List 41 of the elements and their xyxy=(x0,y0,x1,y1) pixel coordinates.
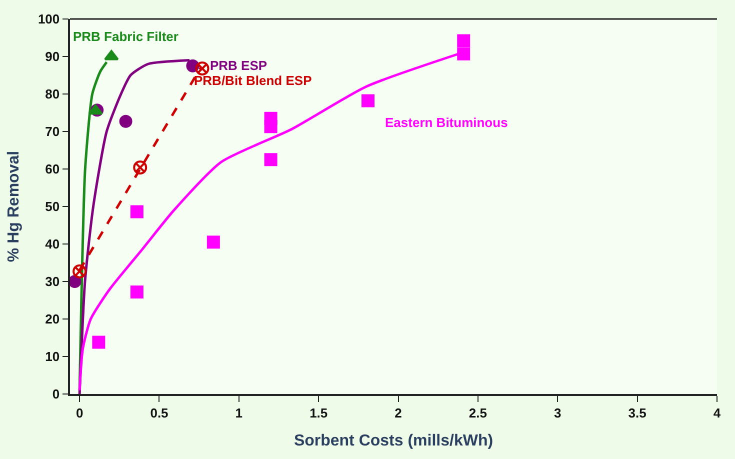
y-tick-label: 10 xyxy=(45,349,60,364)
y-axis-title: % Hg Removal xyxy=(5,150,22,262)
series-label: PRB/Bit Blend ESP xyxy=(194,73,312,88)
x-axis-title: Sorbent Costs (mills/kWh) xyxy=(294,432,494,450)
point xyxy=(264,153,278,166)
point xyxy=(362,94,374,108)
point xyxy=(104,50,119,60)
y-tick-label: 70 xyxy=(45,124,60,140)
x-tick-label: 2.5 xyxy=(468,405,487,420)
x-tick-label: 3.5 xyxy=(628,405,646,420)
point xyxy=(130,286,144,298)
y-tick-label: 60 xyxy=(45,162,60,177)
point xyxy=(130,205,144,218)
x-tick-label: 4 xyxy=(713,405,722,420)
y-tick-label: 50 xyxy=(45,199,60,214)
point xyxy=(457,34,470,48)
series-label: Eastern Bituminous xyxy=(385,115,508,130)
point xyxy=(264,112,278,125)
point xyxy=(92,336,106,349)
x-tick-label: 0 xyxy=(76,405,84,420)
x-tick-label: 0.5 xyxy=(150,405,168,420)
y-tick-label: 90 xyxy=(45,49,60,64)
point xyxy=(206,236,220,249)
x-tick-label: 1 xyxy=(235,405,243,420)
point xyxy=(133,160,148,174)
point xyxy=(195,62,210,76)
point xyxy=(88,104,103,115)
y-tick-label: 40 xyxy=(45,236,60,252)
point xyxy=(72,264,87,278)
x-tick-label: 1.5 xyxy=(310,405,328,420)
series-label: PRB Fabric Filter xyxy=(73,29,178,44)
x-tick-label: 2 xyxy=(394,405,402,420)
y-tick-label: 20 xyxy=(45,312,60,327)
y-tick-label: 0 xyxy=(52,386,60,402)
series-label: PRB ESP xyxy=(210,58,268,73)
x-tick-label: 3 xyxy=(554,405,562,420)
y-tick-label: 30 xyxy=(45,274,60,290)
y-tick-label: 80 xyxy=(45,86,60,102)
point xyxy=(457,47,470,60)
y-tick-label: 100 xyxy=(38,12,60,27)
point xyxy=(119,114,132,128)
